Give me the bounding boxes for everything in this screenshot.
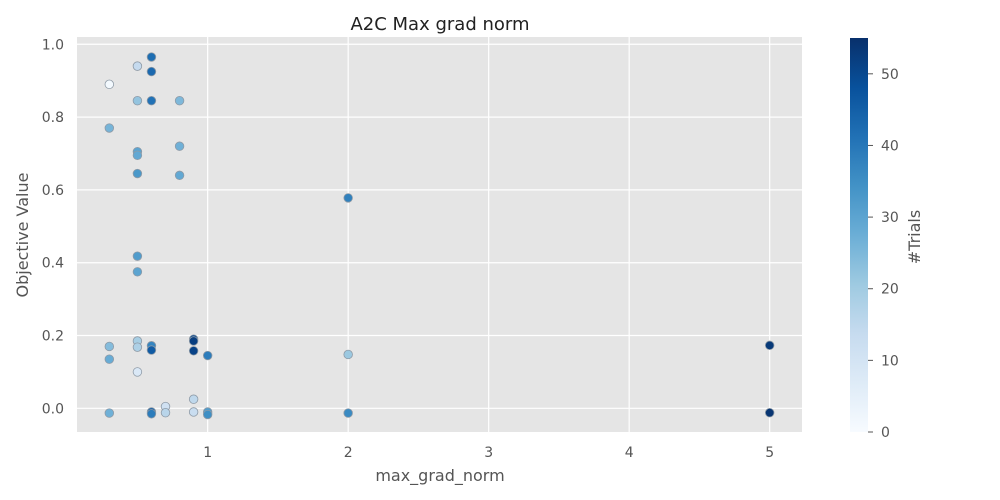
y-axis: 0.0 0.2 0.4 0.6 0.8 1.0 <box>42 37 64 417</box>
data-point <box>188 346 199 356</box>
data-point <box>104 79 115 90</box>
colorbar-axis: 0 10 20 30 40 50 <box>868 67 899 441</box>
data-point <box>174 170 185 181</box>
y-axis-label: Objective Value <box>13 173 32 298</box>
data-point <box>104 341 115 352</box>
data-point <box>146 345 157 355</box>
y-tick-label: 1.0 <box>42 37 64 53</box>
colorbar-tick-label: 50 <box>881 67 899 83</box>
y-tick-label: 0.4 <box>42 256 64 272</box>
x-tick-label: 1 <box>203 445 212 461</box>
data-point <box>343 193 353 203</box>
grid <box>77 37 802 432</box>
data-point <box>132 150 143 161</box>
data-point <box>132 342 143 352</box>
data-point <box>188 336 199 346</box>
x-axis-label: max_grad_norm <box>375 466 504 486</box>
data-point <box>343 349 353 360</box>
data-point <box>132 251 143 261</box>
colorbar <box>850 38 868 432</box>
data-point <box>104 354 115 364</box>
colorbar-tick-label: 20 <box>881 282 899 298</box>
data-point <box>188 407 199 417</box>
data-point <box>146 409 157 419</box>
y-tick-label: 0.2 <box>42 329 64 345</box>
plot-area <box>77 37 802 432</box>
chart-title: A2C Max grad norm <box>350 14 529 35</box>
data-point <box>188 394 199 404</box>
data-point <box>104 408 115 418</box>
data-point <box>132 96 143 106</box>
data-point <box>132 367 143 377</box>
y-tick-label: 0.8 <box>42 110 64 126</box>
x-tick-label: 3 <box>484 445 493 461</box>
data-point <box>174 141 185 151</box>
data-point <box>132 168 143 179</box>
data-point <box>202 350 213 361</box>
data-point <box>132 267 143 277</box>
colorbar-tick-label: 30 <box>881 210 899 226</box>
colorbar-tick-label: 0 <box>881 425 890 441</box>
data-point <box>202 409 213 420</box>
data-point <box>132 61 143 71</box>
y-tick-label: 0.6 <box>42 183 64 199</box>
data-point <box>174 96 185 106</box>
x-tick-label: 5 <box>765 445 774 461</box>
data-point <box>146 52 157 62</box>
data-point <box>764 340 775 351</box>
data-point <box>146 96 157 106</box>
colorbar-tick-label: 10 <box>881 353 899 369</box>
data-point <box>104 123 115 133</box>
data-point <box>146 66 157 77</box>
x-tick-label: 2 <box>344 445 353 461</box>
colorbar-label: #Trials <box>905 210 924 264</box>
y-tick-label: 0.0 <box>42 401 64 417</box>
data-point <box>343 408 353 418</box>
x-axis: 1 2 3 4 5 <box>203 445 774 461</box>
data-point <box>160 408 171 418</box>
data-point <box>764 408 775 418</box>
x-tick-label: 4 <box>625 445 634 461</box>
data-points <box>104 52 775 420</box>
colorbar-tick-label: 40 <box>881 138 899 154</box>
